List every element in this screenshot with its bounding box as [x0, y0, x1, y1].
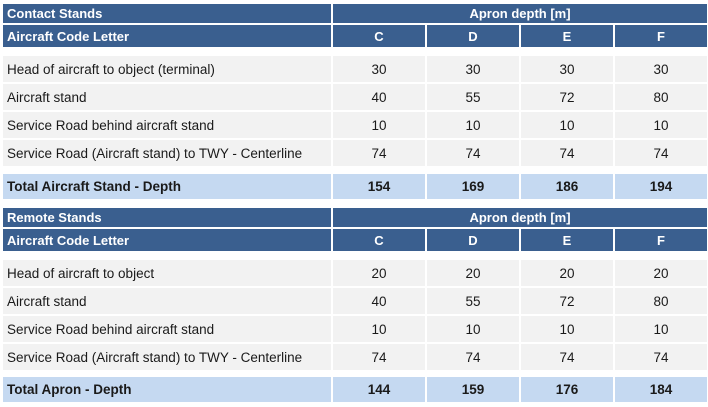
code-letter-row: Aircraft Code Letter C D E F — [3, 229, 707, 251]
total-value-d: 159 — [427, 377, 519, 402]
apron-depth-header: Apron depth [m] — [333, 208, 707, 227]
total-value-e: 186 — [521, 174, 613, 199]
apron-depth-header: Apron depth [m] — [333, 4, 707, 23]
total-value-c: 154 — [333, 174, 425, 199]
row-value-f: 80 — [615, 288, 707, 314]
row-value-d: 55 — [427, 84, 519, 110]
row-value-d: 55 — [427, 288, 519, 314]
code-c: C — [333, 229, 425, 251]
total-label: Total Aircraft Stand - Depth — [3, 174, 331, 199]
row-value-f: 74 — [615, 140, 707, 166]
row-label: Head of aircraft to object — [3, 260, 331, 286]
code-f: F — [615, 25, 707, 47]
row-value-c: 74 — [333, 344, 425, 370]
row-value-d: 10 — [427, 112, 519, 138]
total-value-c: 144 — [333, 377, 425, 402]
table-row: Head of aircraft to object (terminal) 30… — [3, 56, 707, 82]
row-value-e: 10 — [521, 112, 613, 138]
row-label: Service Road behind aircraft stand — [3, 112, 331, 138]
table-title-row: Contact Stands Apron depth [m] — [3, 4, 707, 23]
row-value-d: 74 — [427, 140, 519, 166]
table-title: Remote Stands — [3, 208, 331, 227]
total-value-e: 176 — [521, 377, 613, 402]
table-row: Service Road (Aircraft stand) to TWY - C… — [3, 344, 707, 370]
row-label: Service Road (Aircraft stand) to TWY - C… — [3, 344, 331, 370]
row-value-e: 10 — [521, 316, 613, 342]
code-letter-label: Aircraft Code Letter — [3, 229, 331, 251]
row-value-f: 10 — [615, 112, 707, 138]
row-value-d: 30 — [427, 56, 519, 82]
row-value-e: 72 — [521, 288, 613, 314]
row-value-f: 80 — [615, 84, 707, 110]
table-title-row: Remote Stands Apron depth [m] — [3, 208, 707, 227]
row-value-e: 74 — [521, 344, 613, 370]
row-label: Service Road behind aircraft stand — [3, 316, 331, 342]
row-value-e: 74 — [521, 140, 613, 166]
total-value-f: 194 — [615, 174, 707, 199]
code-c: C — [333, 25, 425, 47]
total-value-d: 169 — [427, 174, 519, 199]
row-label: Aircraft stand — [3, 288, 331, 314]
row-value-f: 20 — [615, 260, 707, 286]
row-value-f: 30 — [615, 56, 707, 82]
code-e: E — [521, 25, 613, 47]
table-row: Service Road behind aircraft stand 10 10… — [3, 316, 707, 342]
total-row: Total Aircraft Stand - Depth 154 169 186… — [3, 174, 707, 199]
row-label: Head of aircraft to object (terminal) — [3, 56, 331, 82]
code-f: F — [615, 229, 707, 251]
row-value-c: 10 — [333, 316, 425, 342]
table-title: Contact Stands — [3, 4, 331, 23]
row-value-e: 72 — [521, 84, 613, 110]
code-e: E — [521, 229, 613, 251]
total-label: Total Apron - Depth — [3, 377, 331, 402]
row-value-c: 74 — [333, 140, 425, 166]
code-d: D — [427, 25, 519, 47]
row-value-c: 30 — [333, 56, 425, 82]
row-value-f: 74 — [615, 344, 707, 370]
row-value-e: 20 — [521, 260, 613, 286]
row-value-f: 10 — [615, 316, 707, 342]
row-value-d: 74 — [427, 344, 519, 370]
row-label: Service Road (Aircraft stand) to TWY - C… — [3, 140, 331, 166]
table-row: Service Road behind aircraft stand 10 10… — [3, 112, 707, 138]
row-label: Aircraft stand — [3, 84, 331, 110]
table-row: Aircraft stand 40 55 72 80 — [3, 84, 707, 110]
row-value-c: 40 — [333, 288, 425, 314]
code-letter-row: Aircraft Code Letter C D E F — [3, 25, 707, 47]
code-letter-label: Aircraft Code Letter — [3, 25, 331, 47]
total-value-f: 184 — [615, 377, 707, 402]
table-row: Service Road (Aircraft stand) to TWY - C… — [3, 140, 707, 166]
table-row: Aircraft stand 40 55 72 80 — [3, 288, 707, 314]
row-value-c: 20 — [333, 260, 425, 286]
code-d: D — [427, 229, 519, 251]
row-value-c: 40 — [333, 84, 425, 110]
total-row: Total Apron - Depth 144 159 176 184 — [3, 377, 707, 402]
row-value-c: 10 — [333, 112, 425, 138]
row-value-d: 20 — [427, 260, 519, 286]
row-value-e: 30 — [521, 56, 613, 82]
row-value-d: 10 — [427, 316, 519, 342]
table-row: Head of aircraft to object 20 20 20 20 — [3, 260, 707, 286]
